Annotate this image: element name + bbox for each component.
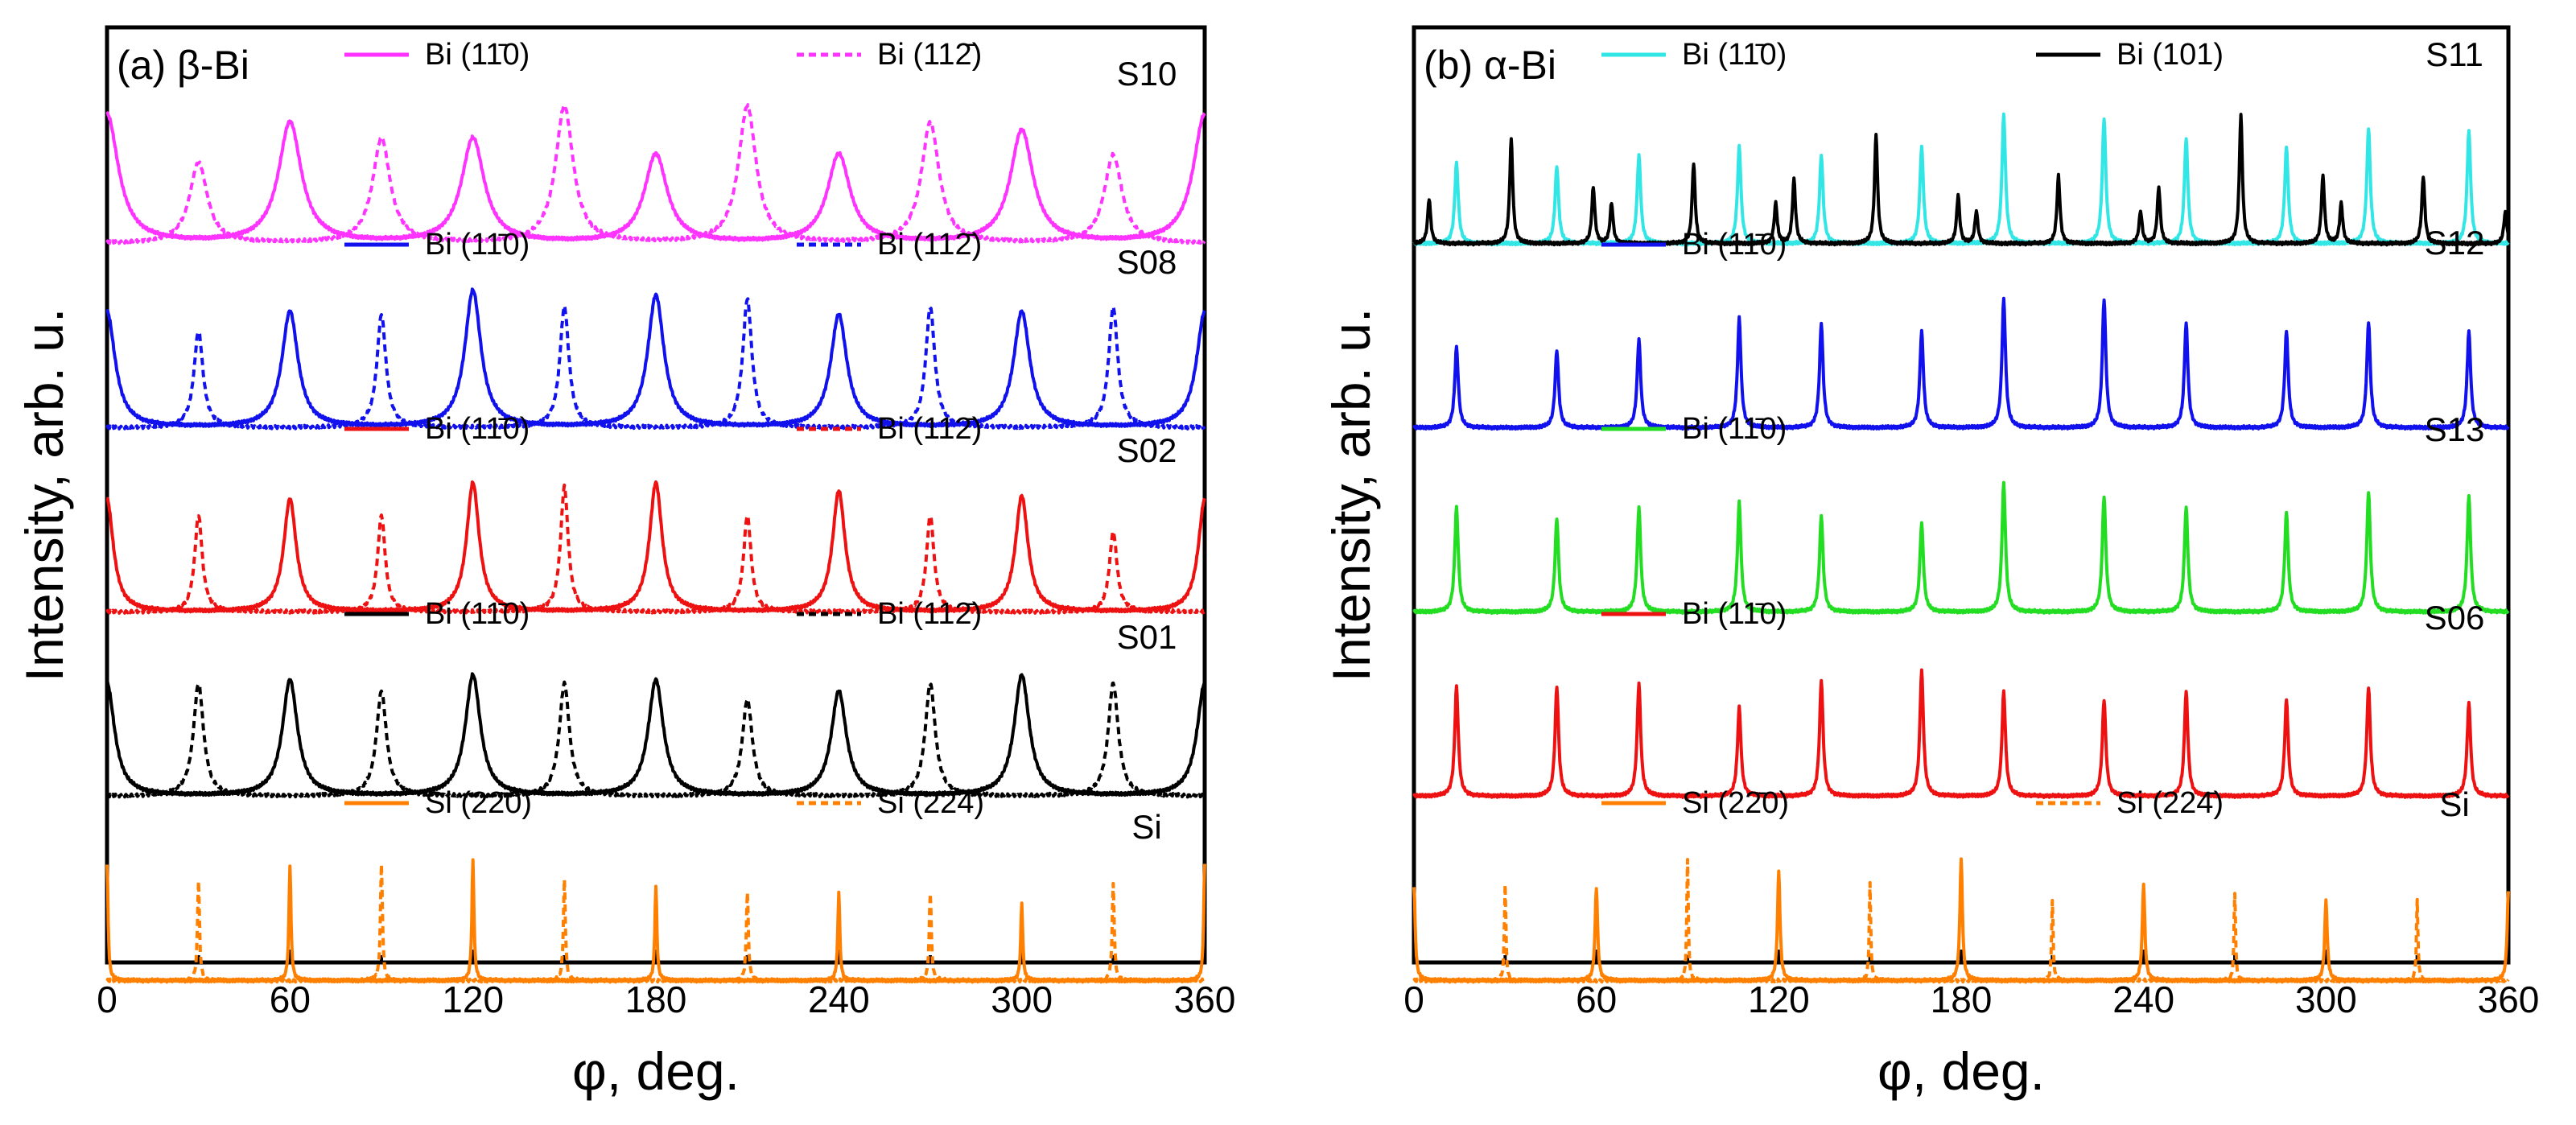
legend-label: Bi (11̄0) [425,38,530,72]
legend-label: Bi (11̄0) [1682,38,1787,72]
trace-s12-solid-0 [1412,296,2510,431]
stack-si: Si (22̄0) Si (224̄) Si [105,786,1206,984]
x-tick-label: 300 [991,979,1053,1020]
sample-label: S12 [2425,224,2485,262]
legend-label: Bi (101) [2116,38,2224,72]
x-tick-label: 0 [1403,979,1424,1020]
plot-frame [1412,25,2511,965]
trace-s01-dashed-1 [105,680,1206,799]
trace-s08-solid-0 [105,287,1206,428]
trace-si-solid-0 [105,858,1206,984]
x-tick-label: 180 [1931,979,1993,1020]
sample-label: S06 [2425,599,2485,637]
trace-s13-solid-0 [1412,480,2510,615]
legend-label: Bi (11̄0) [1682,228,1787,262]
x-tick-label: 300 [2295,979,2357,1020]
sample-label: Si [2439,785,2469,823]
panel-b-alpha-bi: 0 60 120 180 240 300 360 φ, deg. Intensity, arb.… [1321,25,2540,1101]
x-tick-label: 180 [625,979,687,1020]
panel-label: (b) α-Bi [1424,43,1556,88]
x-tick-label: 240 [808,979,870,1020]
panel-a-beta-bi: 0 60 120 180 240 300 360 φ, deg. Intensity, arb.… [14,25,1236,1101]
legend-label: Bi (112̄) [877,412,982,446]
stack-s11: Bi (11̄0) Bi (101) S11 [1412,35,2510,247]
trace-s06-solid-0 [1412,668,2510,799]
legend-label: Si (224̄) [2116,786,2224,820]
x-tick-label: 360 [2478,979,2540,1020]
x-tick-label: 60 [270,979,311,1020]
trace-s11-solid-0 [1412,112,2510,247]
sample-label: S01 [1117,618,1177,656]
trace-si-dashed-1 [105,863,1206,984]
trace-s01-solid-0 [105,672,1206,797]
x-tick-label: 120 [1748,979,1810,1020]
x-tick-label: 120 [442,979,504,1020]
sample-label: S08 [1117,243,1177,281]
legend-label: Bi (11̄0) [425,597,530,631]
legend-label: Bi (112̄) [877,597,982,631]
sample-label: S11 [2426,35,2483,73]
stack-s12: Bi (11̄0) S12 [1412,224,2510,431]
x-axis-title: φ, deg. [1877,1041,2045,1101]
stack-s10: Bi (11̄0) Bi (112̄) S10 [105,38,1206,245]
trace-s11-solid-1 [1412,113,2510,247]
trace-si-dashed-1 [1412,858,2510,984]
stack-s13: Bi (11̄0) S13 [1412,410,2510,615]
trace-s02-solid-0 [105,480,1206,614]
stack-s06: Bi (11̄0) S06 [1412,597,2510,799]
x-tick-label: 60 [1576,979,1617,1020]
stack-s08: Bi (11̄0) Bi (112̄) S08 [105,228,1206,431]
legend-label: Bi (112̄) [877,38,982,72]
x-tick-label: 0 [97,979,117,1020]
legend-label: Bi (11̄0) [425,228,530,262]
x-tick-label: 240 [2112,979,2174,1020]
legend-label: Bi (11̄0) [1682,412,1787,446]
sample-label: Si [1131,808,1161,846]
legend-label: Si (22̄0) [1682,786,1789,820]
panel-label: (a) β-Bi [117,43,249,88]
sample-label: S10 [1117,55,1177,93]
x-axis-title: φ, deg. [572,1041,740,1101]
y-axis-title: Intensity, arb. u. [1321,308,1381,682]
trace-s02-dashed-1 [105,483,1206,616]
x-tick-label: 360 [1174,979,1236,1020]
stack-s02: Bi (11̄0) Bi (112̄) S02 [105,412,1206,616]
trace-s10-dashed-1 [105,103,1206,245]
plot-frame [105,25,1207,965]
legend-label: Bi (112̄) [877,228,982,262]
stack-si: Si (22̄0) Si (224̄) Si [1412,785,2510,984]
trace-s10-solid-0 [105,111,1206,242]
legend-label: Bi (11̄0) [425,412,530,446]
legend-label: Si (224̄) [877,786,984,820]
trace-s08-dashed-1 [105,297,1206,431]
sample-label: S13 [2425,410,2485,448]
sample-label: S02 [1117,431,1177,469]
legend-label: Si (22̄0) [425,786,532,820]
trace-si-solid-0 [1412,857,2510,984]
stack-s01: Bi (11̄0) Bi (112̄) S01 [105,597,1206,799]
legend-label: Bi (11̄0) [1682,597,1787,631]
y-axis-title: Intensity, arb. u. [14,308,74,682]
